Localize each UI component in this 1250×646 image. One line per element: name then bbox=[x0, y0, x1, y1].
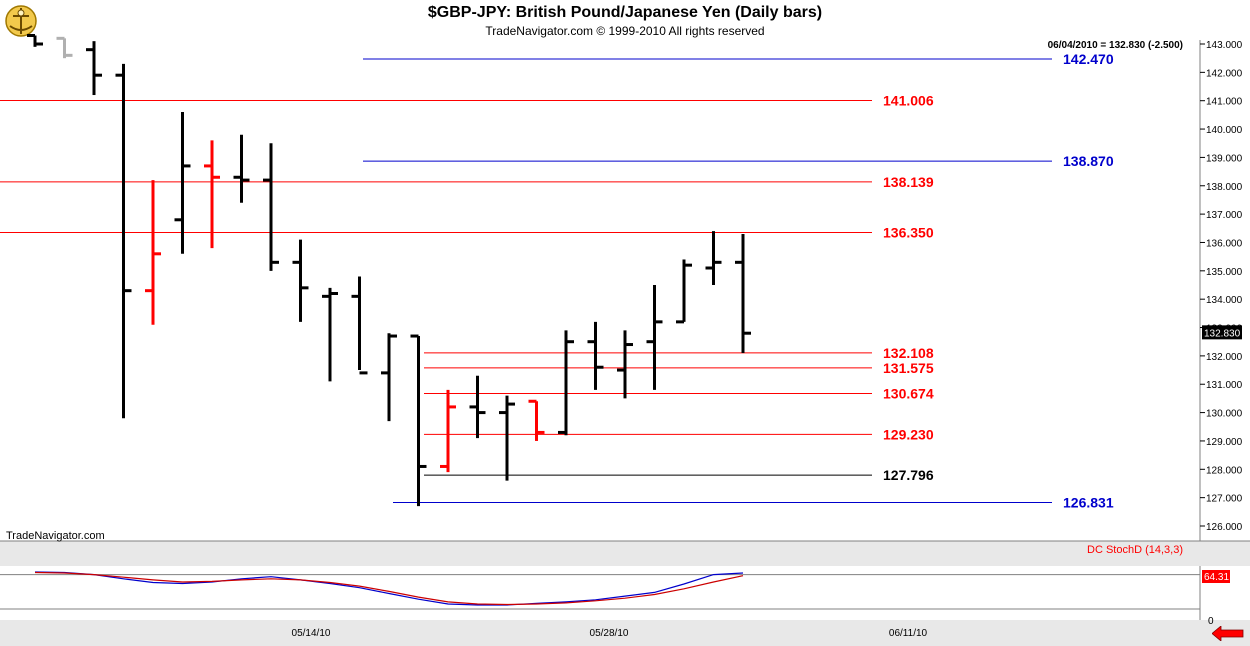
y-tick-label: 135.000 bbox=[1206, 267, 1243, 278]
y-tick-label: 128.000 bbox=[1206, 465, 1243, 476]
chart-title: $GBP-JPY: British Pound/Japanese Yen (Da… bbox=[427, 4, 823, 21]
watermark-text: TradeNavigator.com bbox=[6, 530, 105, 542]
stochastic-value-label: 64.31 bbox=[1204, 572, 1229, 583]
price-axis-background bbox=[1200, 40, 1250, 541]
y-tick-label: 141.000 bbox=[1206, 97, 1243, 108]
y-tick-label: 143.000 bbox=[1206, 40, 1243, 51]
y-tick-label: 142.000 bbox=[1206, 68, 1243, 79]
x-tick-label: 05/14/10 bbox=[292, 628, 331, 639]
stochastic-value-tag bbox=[1202, 570, 1230, 583]
chart-subtitle: TradeNavigator.com © 1999-2010 All right… bbox=[485, 24, 765, 38]
level-label: 136.350 bbox=[883, 225, 934, 241]
level-label: 142.470 bbox=[1063, 51, 1114, 67]
scroll-left-arrow-icon[interactable] bbox=[1211, 625, 1244, 642]
stochastic-panel-background bbox=[0, 566, 1200, 620]
y-tick-label: 131.000 bbox=[1206, 380, 1243, 391]
y-tick-label: 136.000 bbox=[1206, 238, 1243, 249]
level-label: 127.796 bbox=[883, 467, 934, 483]
trade-navigator-logo-icon[interactable] bbox=[4, 4, 38, 38]
y-tick-label: 132.000 bbox=[1206, 352, 1243, 363]
last-price-info: 06/04/2010 = 132.830 (-2.500) bbox=[1048, 40, 1183, 51]
level-label: 126.831 bbox=[1063, 494, 1114, 510]
level-label: 131.575 bbox=[883, 360, 934, 376]
y-tick-label: 134.000 bbox=[1206, 295, 1243, 306]
level-label: 141.006 bbox=[883, 93, 934, 109]
x-tick-label: 06/11/10 bbox=[889, 628, 928, 639]
level-label: 138.870 bbox=[1063, 153, 1114, 169]
level-label: 129.230 bbox=[883, 426, 934, 442]
y-tick-label: 137.000 bbox=[1206, 210, 1243, 221]
y-tick-label: 130.000 bbox=[1206, 409, 1243, 420]
stochastic-y-tick-label: 0 bbox=[1208, 616, 1214, 627]
y-tick-label: 139.000 bbox=[1206, 153, 1243, 164]
current-price-tag-label: 132.830 bbox=[1204, 328, 1241, 339]
level-label: 138.139 bbox=[883, 174, 934, 190]
y-tick-label: 127.000 bbox=[1206, 494, 1243, 505]
stochastic-series-line bbox=[34, 571, 744, 606]
stochastic-series-line bbox=[34, 571, 744, 606]
current-price-tag bbox=[1202, 325, 1242, 340]
indicator-title: DC StochD (14,3,3) bbox=[1087, 544, 1183, 556]
chart-header: $GBP-JPY: British Pound/Japanese Yen (Da… bbox=[0, 0, 1250, 40]
price-panel-background bbox=[0, 40, 1200, 541]
y-tick-label: 126.000 bbox=[1206, 522, 1243, 533]
y-tick-label: 138.000 bbox=[1206, 182, 1243, 193]
level-label: 132.108 bbox=[883, 345, 934, 361]
y-tick-label: 140.000 bbox=[1206, 125, 1243, 136]
x-tick-label: 05/28/10 bbox=[590, 628, 629, 639]
level-label: 130.674 bbox=[883, 385, 934, 401]
y-tick-label: 129.000 bbox=[1206, 437, 1243, 448]
